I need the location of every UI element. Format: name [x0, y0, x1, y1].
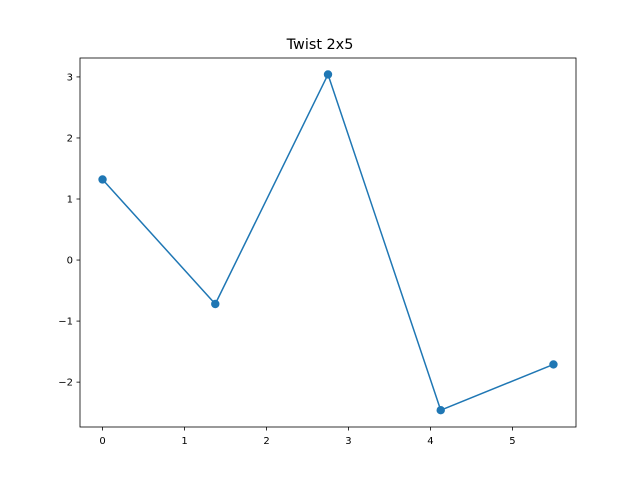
- x-tick-label: 4: [427, 436, 433, 447]
- y-axis-ticks: −2 −1 0 1 2 3: [58, 72, 80, 389]
- data-point: [436, 406, 445, 415]
- x-tick-label: 5: [509, 436, 515, 447]
- y-tick-label: 3: [67, 72, 73, 83]
- y-tick-label: 1: [67, 195, 73, 206]
- y-tick-label: −1: [58, 317, 73, 328]
- data-point: [211, 299, 220, 309]
- axes-frame: [79, 57, 577, 428]
- chart-title: Twist 2x5: [286, 37, 354, 53]
- data-point: [323, 70, 333, 79]
- x-tick-label: 0: [99, 436, 105, 447]
- x-tick-label: 1: [181, 436, 187, 447]
- series-layer: [98, 70, 558, 415]
- x-tick-label: 2: [263, 436, 269, 447]
- x-tick-label: 3: [345, 436, 351, 447]
- x-axis-ticks: 0 1 2 3 4 5: [99, 427, 516, 447]
- data-point: [549, 360, 558, 369]
- y-tick-label: −2: [58, 378, 73, 389]
- y-tick-label: 2: [67, 133, 73, 144]
- y-tick-label: 0: [67, 256, 73, 267]
- data-point: [98, 175, 107, 184]
